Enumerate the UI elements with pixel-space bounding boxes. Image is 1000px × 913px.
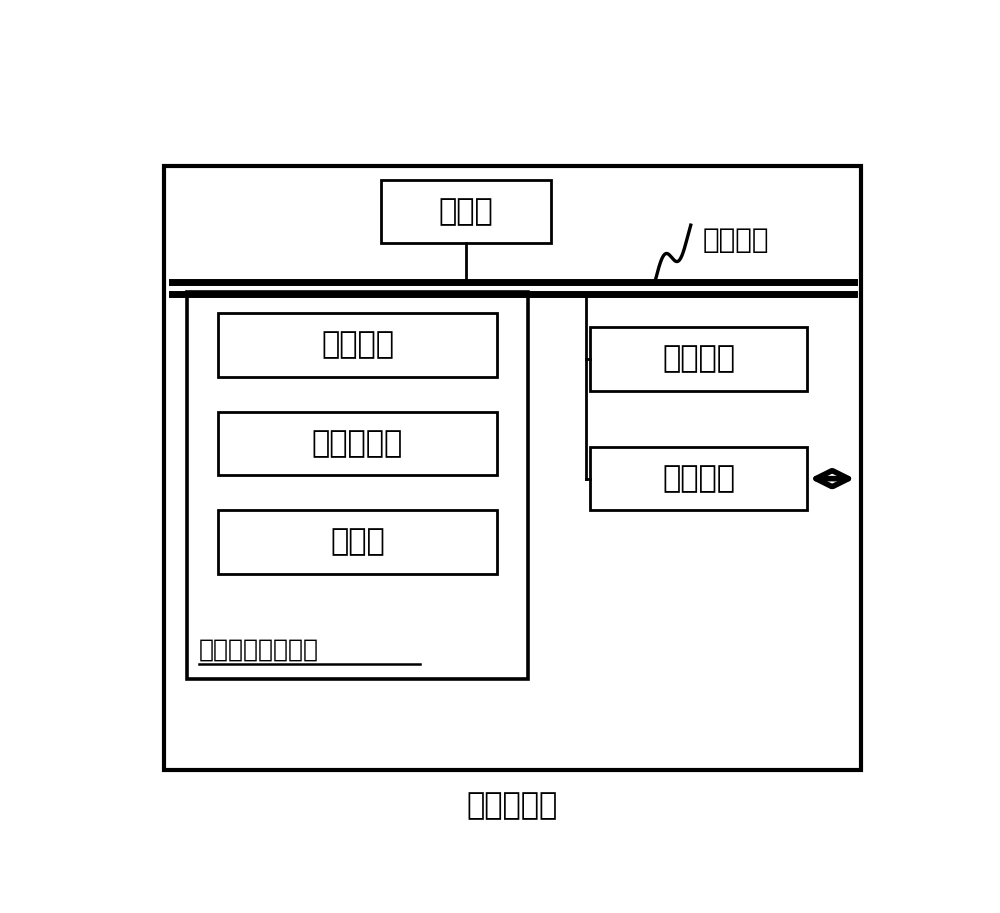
- FancyBboxPatch shape: [218, 510, 497, 573]
- Text: 计算机设备: 计算机设备: [467, 792, 558, 821]
- Text: 操作系统: 操作系统: [321, 331, 394, 360]
- Text: 网络接口: 网络接口: [662, 464, 735, 493]
- FancyBboxPatch shape: [590, 447, 807, 510]
- FancyBboxPatch shape: [164, 166, 861, 771]
- Text: 非易失性存储介质: 非易失性存储介质: [199, 637, 319, 661]
- FancyBboxPatch shape: [187, 292, 528, 679]
- FancyBboxPatch shape: [218, 313, 497, 377]
- FancyBboxPatch shape: [218, 412, 497, 475]
- Text: 系统总线: 系统总线: [702, 226, 769, 254]
- Text: 数据库: 数据库: [330, 528, 385, 556]
- Text: 计算机程序: 计算机程序: [312, 429, 403, 458]
- Text: 处理器: 处理器: [439, 197, 493, 226]
- FancyBboxPatch shape: [381, 180, 551, 243]
- Text: 内存储器: 内存储器: [662, 344, 735, 373]
- FancyBboxPatch shape: [590, 328, 807, 391]
